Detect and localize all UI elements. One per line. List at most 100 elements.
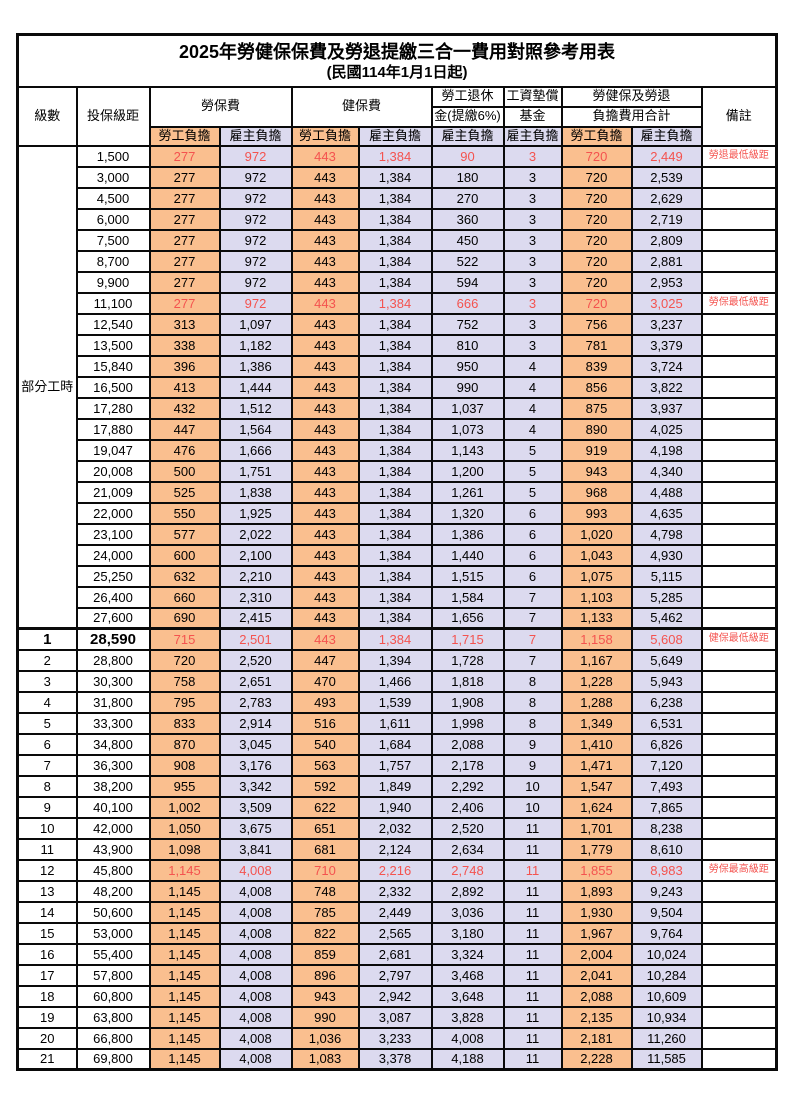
health-er-cell: 1,384 bbox=[357, 144, 433, 168]
health-er-cell: 1,384 bbox=[357, 627, 433, 651]
table-row: 13 48,200 1,145 4,008 748 2,332 2,892 11 1,893 9,… bbox=[16, 879, 778, 903]
labor-er-cell: 3,045 bbox=[218, 732, 293, 756]
remark-cell bbox=[700, 816, 778, 840]
table-row: 部分工時 1,500 277 972 443 1,384 90 3 720 2,449 勞退最低級距 bbox=[16, 144, 778, 630]
total-er-cell: 2,881 bbox=[630, 249, 703, 273]
health-emp-cell: 443 bbox=[290, 144, 360, 168]
total-emp-cell: 968 bbox=[560, 480, 633, 504]
labor-er-cell: 1,512 bbox=[218, 396, 293, 420]
total-emp-cell: 720 bbox=[560, 228, 633, 252]
fund-cell: 11 bbox=[502, 858, 563, 882]
total-er-cell: 2,809 bbox=[630, 228, 703, 252]
total-emp-cell: 1,020 bbox=[560, 522, 633, 546]
labor-er-cell: 1,925 bbox=[218, 501, 293, 525]
table-row: 7 36,300 908 3,176 563 1,757 2,178 9 1,471 7,120 bbox=[16, 753, 778, 777]
health-emp-cell: 563 bbox=[290, 753, 360, 777]
bracket-cell: 27,600 bbox=[75, 606, 151, 630]
bracket-cell: 60,800 bbox=[75, 984, 151, 1008]
fund-cell: 3 bbox=[502, 186, 563, 210]
header-row-1: 級數 投保級距 勞保費 健保費 勞工退休 工資墊償 勞健保及勞退 備註 bbox=[16, 85, 778, 147]
pension-cell: 1,656 bbox=[430, 606, 505, 630]
health-er-cell: 1,384 bbox=[357, 480, 433, 504]
health-er-cell: 2,942 bbox=[357, 984, 433, 1008]
health-emp-cell: 443 bbox=[290, 186, 360, 210]
bracket-cell: 26,400 bbox=[75, 585, 151, 609]
labor-emp-cell: 955 bbox=[148, 774, 221, 798]
col-header-total-line1: 勞健保及勞退 bbox=[560, 85, 703, 108]
labor-emp-cell: 795 bbox=[148, 690, 221, 714]
bracket-cell: 30,300 bbox=[75, 669, 151, 693]
labor-emp-cell: 690 bbox=[148, 606, 221, 630]
health-er-cell: 1,384 bbox=[357, 396, 433, 420]
total-emp-cell: 1,547 bbox=[560, 774, 633, 798]
labor-er-cell: 2,914 bbox=[218, 711, 293, 735]
remark-cell bbox=[700, 186, 778, 210]
pension-cell: 3,828 bbox=[430, 1005, 505, 1029]
labor-emp-cell: 432 bbox=[148, 396, 221, 420]
subheader-labor-employer: 雇主負擔 bbox=[218, 125, 293, 147]
health-er-cell: 2,216 bbox=[357, 858, 433, 882]
table-row: 16,500 413 1,444 443 1,384 990 4 856 3,822 bbox=[18, 375, 778, 399]
bracket-cell: 42,000 bbox=[75, 816, 151, 840]
labor-er-cell: 4,008 bbox=[218, 1047, 293, 1071]
fund-cell: 9 bbox=[502, 753, 563, 777]
health-emp-cell: 447 bbox=[290, 648, 360, 672]
labor-emp-cell: 277 bbox=[148, 165, 221, 189]
level-cell: 8 bbox=[16, 774, 78, 798]
col-header-total-line2: 負擔費用合計 bbox=[560, 105, 703, 128]
pension-cell: 2,178 bbox=[430, 753, 505, 777]
pension-cell: 1,584 bbox=[430, 585, 505, 609]
col-header-level: 級數 bbox=[16, 85, 78, 147]
level-cell: 4 bbox=[16, 690, 78, 714]
fund-cell: 5 bbox=[502, 459, 563, 483]
total-er-cell: 7,493 bbox=[630, 774, 703, 798]
bracket-cell: 53,000 bbox=[75, 921, 151, 945]
total-emp-cell: 1,624 bbox=[560, 795, 633, 819]
table-row: 15 53,000 1,145 4,008 822 2,565 3,180 11 1,967 9,… bbox=[16, 921, 778, 945]
total-er-cell: 4,488 bbox=[630, 480, 703, 504]
table-row: 17,280 432 1,512 443 1,384 1,037 4 875 3,937 bbox=[18, 396, 778, 420]
labor-er-cell: 1,838 bbox=[218, 480, 293, 504]
total-emp-cell: 1,967 bbox=[560, 921, 633, 945]
remark-cell bbox=[700, 837, 778, 861]
labor-er-cell: 3,841 bbox=[218, 837, 293, 861]
pension-cell: 360 bbox=[430, 207, 505, 231]
total-emp-cell: 720 bbox=[560, 270, 633, 294]
health-er-cell: 1,384 bbox=[357, 186, 433, 210]
labor-er-cell: 972 bbox=[218, 270, 293, 294]
health-er-cell: 1,384 bbox=[357, 522, 433, 546]
level-cell: 2 bbox=[16, 648, 78, 672]
table-row: 12,540 313 1,097 443 1,384 752 3 756 3,237 bbox=[18, 312, 778, 336]
pension-cell: 1,728 bbox=[430, 648, 505, 672]
total-emp-cell: 1,043 bbox=[560, 543, 633, 567]
table-row: 27,600 690 2,415 443 1,384 1,656 7 1,133 5,462 bbox=[18, 606, 778, 630]
health-emp-cell: 443 bbox=[290, 417, 360, 441]
pension-cell: 450 bbox=[430, 228, 505, 252]
part-time-merged-cell: 部分工時 bbox=[16, 144, 78, 630]
health-er-cell: 1,384 bbox=[357, 333, 433, 357]
table-row: 4,500 277 972 443 1,384 270 3 720 2,629 bbox=[18, 186, 778, 210]
remark-cell bbox=[700, 522, 778, 546]
bracket-cell: 28,800 bbox=[75, 648, 151, 672]
table-row: 3 30,300 758 2,651 470 1,466 1,818 8 1,228 5,943 bbox=[16, 669, 778, 693]
total-emp-cell: 1,855 bbox=[560, 858, 633, 882]
pension-cell: 2,748 bbox=[430, 858, 505, 882]
health-emp-cell: 443 bbox=[290, 606, 360, 630]
table-row: 9 40,100 1,002 3,509 622 1,940 2,406 10 1,624 7,8… bbox=[16, 795, 778, 819]
subheader-wage-fund-employer: 雇主負擔 bbox=[502, 125, 563, 147]
health-er-cell: 1,384 bbox=[357, 543, 433, 567]
labor-emp-cell: 715 bbox=[148, 627, 221, 651]
bracket-cell: 63,800 bbox=[75, 1005, 151, 1029]
page-subtitle: (民國114年1月1日起) bbox=[326, 63, 468, 81]
pension-cell: 3,324 bbox=[430, 942, 505, 966]
health-emp-cell: 443 bbox=[290, 249, 360, 273]
fund-cell: 11 bbox=[502, 1047, 563, 1071]
labor-emp-cell: 396 bbox=[148, 354, 221, 378]
fund-cell: 11 bbox=[502, 921, 563, 945]
labor-emp-cell: 277 bbox=[148, 291, 221, 315]
remark-cell bbox=[700, 753, 778, 777]
bracket-cell: 25,250 bbox=[75, 564, 151, 588]
labor-er-cell: 4,008 bbox=[218, 1005, 293, 1029]
total-emp-cell: 720 bbox=[560, 249, 633, 273]
total-er-cell: 8,983 bbox=[630, 858, 703, 882]
